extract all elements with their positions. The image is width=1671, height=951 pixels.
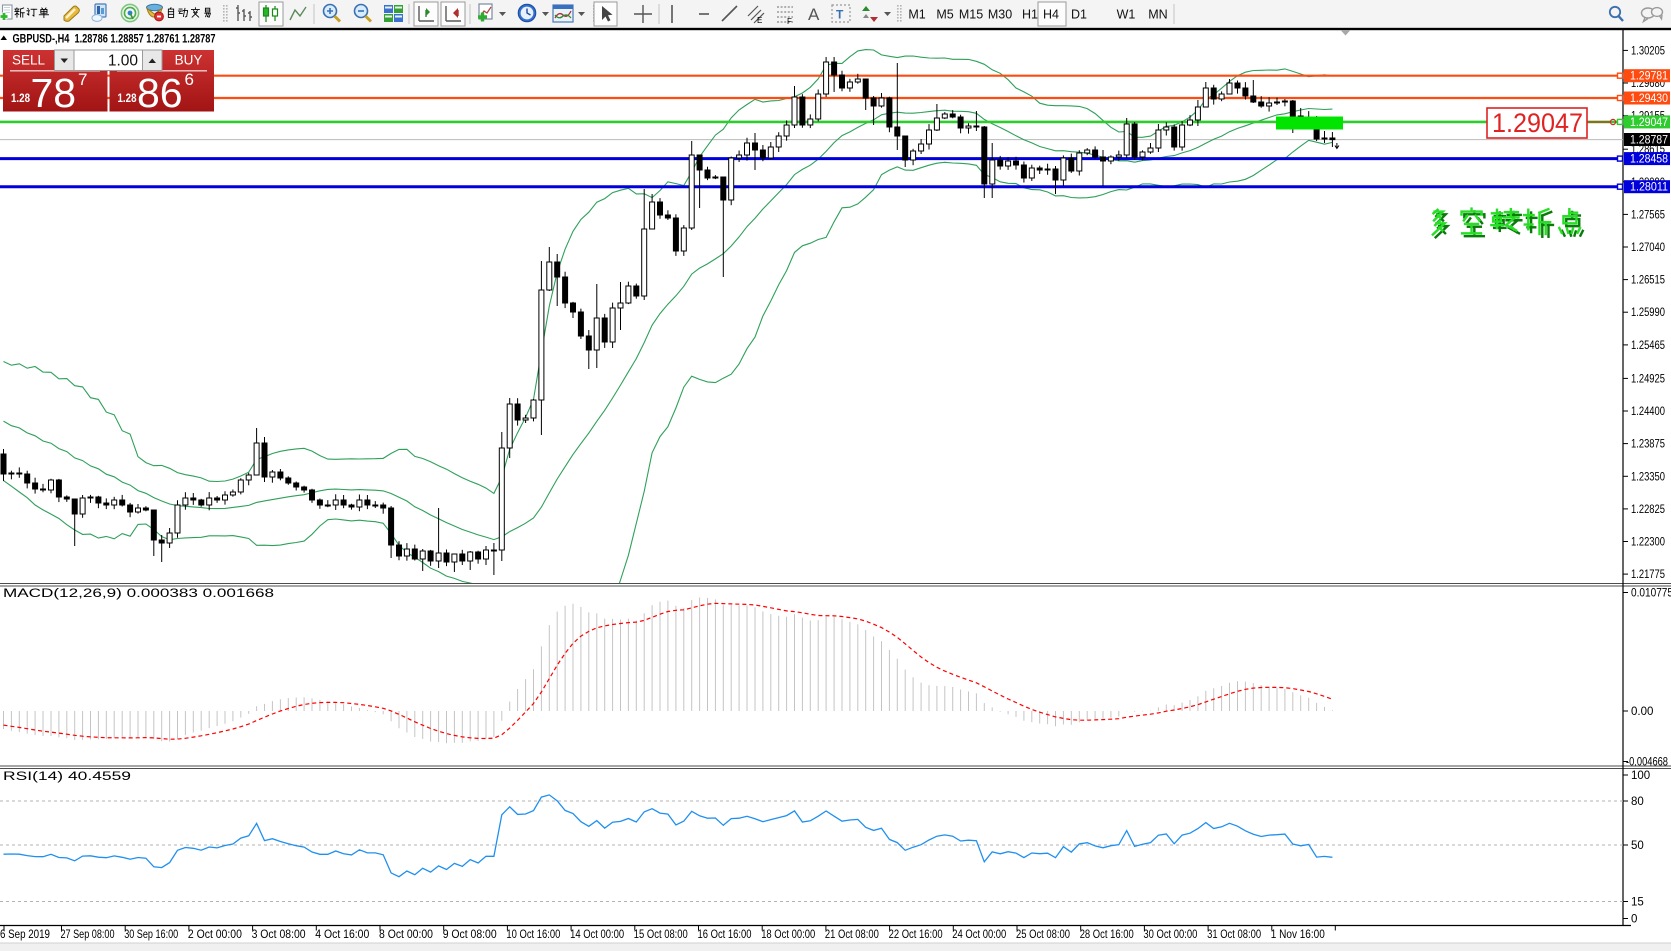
svg-text:14 Oct 00:00: 14 Oct 00:00 xyxy=(570,929,624,941)
svg-text:1.22825: 1.22825 xyxy=(1631,504,1665,516)
svg-text:1.24400: 1.24400 xyxy=(1631,406,1665,418)
svg-text:1.25465: 1.25465 xyxy=(1631,340,1665,352)
svg-text:6 Sep 2019: 6 Sep 2019 xyxy=(0,929,50,941)
svg-text:GBPUSD-,H4 1.28786 1.28857 1.: GBPUSD-,H4 1.28786 1.28857 1.28761 1.287… xyxy=(13,34,216,46)
svg-text:22 Oct 16:00: 22 Oct 16:00 xyxy=(889,929,943,941)
svg-text:1.28: 1.28 xyxy=(11,93,31,105)
svg-text:E: E xyxy=(757,16,762,25)
svg-text:27 Sep 08:00: 27 Sep 08:00 xyxy=(61,929,115,941)
svg-text:28 Oct 16:00: 28 Oct 16:00 xyxy=(1080,929,1134,941)
svg-text:M30: M30 xyxy=(988,8,1012,22)
svg-text:MACD(12,26,9) 0.000383 0.00166: MACD(12,26,9) 0.000383 0.001668 xyxy=(3,588,274,600)
svg-text:1.28011: 1.28011 xyxy=(1630,182,1668,194)
svg-text:8 Oct 00:00: 8 Oct 00:00 xyxy=(379,929,433,941)
svg-text:7: 7 xyxy=(78,70,87,89)
svg-text:0.010775: 0.010775 xyxy=(1631,588,1671,600)
svg-text:RSI(14) 40.4559: RSI(14) 40.4559 xyxy=(3,771,131,783)
svg-text:24 Oct 00:00: 24 Oct 00:00 xyxy=(952,929,1006,941)
svg-text:0: 0 xyxy=(1631,914,1637,926)
svg-text:1.29430: 1.29430 xyxy=(1630,93,1668,105)
svg-text:1.22300: 1.22300 xyxy=(1631,537,1665,549)
svg-text:M15: M15 xyxy=(959,8,983,22)
svg-text:50: 50 xyxy=(1631,840,1644,852)
svg-text:1.28787: 1.28787 xyxy=(1630,135,1668,147)
svg-text:1.28458: 1.28458 xyxy=(1630,154,1668,166)
svg-text:1.25990: 1.25990 xyxy=(1631,307,1665,319)
svg-text:1.23350: 1.23350 xyxy=(1631,471,1665,483)
svg-text:4 Oct 16:00: 4 Oct 16:00 xyxy=(315,929,369,941)
svg-text:1.21775: 1.21775 xyxy=(1631,569,1665,581)
svg-text:1.28: 1.28 xyxy=(118,93,138,105)
svg-text:-0.004668: -0.004668 xyxy=(1626,757,1668,769)
svg-text:H4: H4 xyxy=(1043,8,1059,22)
svg-text:T: T xyxy=(836,8,844,22)
svg-text:F: F xyxy=(787,17,792,26)
svg-text:80: 80 xyxy=(1631,796,1644,808)
svg-text:2 Oct 00:00: 2 Oct 00:00 xyxy=(188,929,242,941)
svg-text:1.27565: 1.27565 xyxy=(1631,209,1665,221)
svg-text:A: A xyxy=(808,5,820,24)
svg-text:1.27040: 1.27040 xyxy=(1631,242,1665,254)
svg-text:MN: MN xyxy=(1148,8,1167,22)
svg-text:3 Oct 08:00: 3 Oct 08:00 xyxy=(252,929,306,941)
svg-text:1.26515: 1.26515 xyxy=(1631,275,1665,287)
svg-text:1.29047: 1.29047 xyxy=(1630,117,1668,129)
svg-text:30 Sep 16:00: 30 Sep 16:00 xyxy=(124,929,178,941)
svg-text:SELL: SELL xyxy=(12,53,46,68)
svg-text:1.24925: 1.24925 xyxy=(1631,373,1665,385)
svg-text:M5: M5 xyxy=(936,8,953,22)
svg-text:86: 86 xyxy=(137,70,183,116)
svg-text:H1: H1 xyxy=(1022,8,1038,22)
svg-text:31 Oct 08:00: 31 Oct 08:00 xyxy=(1207,929,1261,941)
svg-text:1.00: 1.00 xyxy=(108,53,139,70)
svg-text:0.00: 0.00 xyxy=(1631,706,1653,718)
svg-text:W1: W1 xyxy=(1117,8,1136,22)
svg-text:15 Oct 08:00: 15 Oct 08:00 xyxy=(634,929,688,941)
svg-text:6: 6 xyxy=(185,70,194,89)
svg-text:100: 100 xyxy=(1631,770,1650,782)
svg-text:16 Oct 16:00: 16 Oct 16:00 xyxy=(698,929,752,941)
svg-text:15: 15 xyxy=(1631,897,1644,909)
svg-text:D1: D1 xyxy=(1071,8,1087,22)
svg-text:78: 78 xyxy=(31,70,77,116)
svg-text:10 Oct 16:00: 10 Oct 16:00 xyxy=(506,929,560,941)
svg-text:1.29781: 1.29781 xyxy=(1630,71,1668,83)
svg-text:1.30205: 1.30205 xyxy=(1631,45,1665,57)
svg-text:9 Oct 08:00: 9 Oct 08:00 xyxy=(443,929,497,941)
svg-text:1 Nov 16:00: 1 Nov 16:00 xyxy=(1271,929,1325,941)
svg-text:18 Oct 00:00: 18 Oct 00:00 xyxy=(761,929,815,941)
svg-text:21 Oct 08:00: 21 Oct 08:00 xyxy=(825,929,879,941)
svg-text:BUY: BUY xyxy=(175,53,203,68)
svg-text:M1: M1 xyxy=(908,8,925,22)
svg-text:30 Oct 00:00: 30 Oct 00:00 xyxy=(1143,929,1197,941)
svg-text:25 Oct 08:00: 25 Oct 08:00 xyxy=(1016,929,1070,941)
svg-text:1.29047: 1.29047 xyxy=(1492,108,1583,138)
svg-text:1.23875: 1.23875 xyxy=(1631,439,1665,451)
